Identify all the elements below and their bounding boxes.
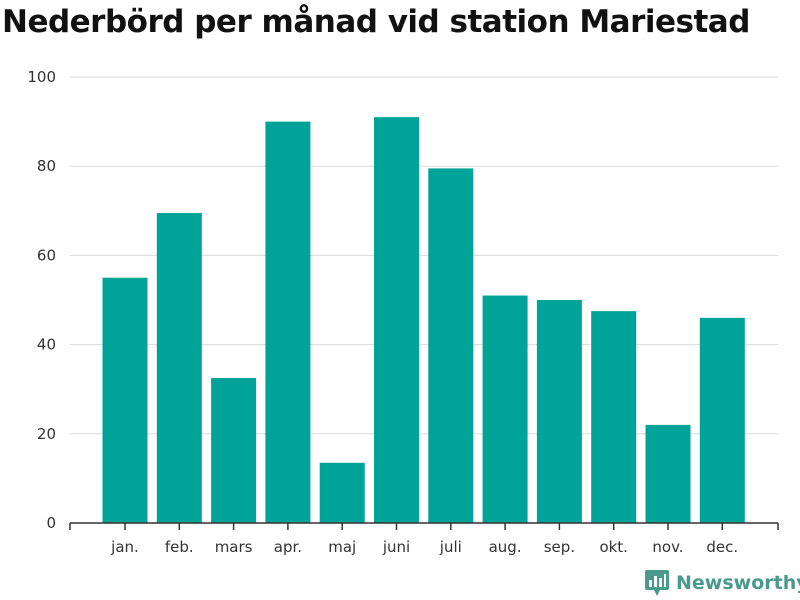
bar bbox=[699, 317, 745, 523]
newsworthy-logo: Newsworthy bbox=[644, 568, 800, 598]
x-axis-tick-labels: jan. feb. mars apr. maj juni juli aug. sep. okt. n… bbox=[110, 538, 738, 556]
bar bbox=[591, 311, 637, 523]
y-tick-label: 80 bbox=[37, 157, 56, 175]
x-tick-label: maj bbox=[328, 538, 356, 556]
newsworthy-logo-text: Newsworthy bbox=[676, 572, 800, 594]
chart-title: Nederbörd per månad vid station Mariesta… bbox=[2, 4, 750, 40]
bar bbox=[374, 117, 419, 523]
x-tick-label: nov. bbox=[652, 538, 683, 556]
bar bbox=[319, 462, 365, 523]
newsworthy-logo-icon bbox=[645, 570, 669, 596]
bar bbox=[482, 295, 528, 523]
x-tick-label: feb. bbox=[165, 538, 194, 556]
x-tick-label: dec. bbox=[706, 538, 738, 556]
x-tick-label: mars bbox=[215, 538, 253, 556]
bar bbox=[428, 168, 474, 523]
x-tick-label: juli bbox=[439, 538, 462, 556]
bar bbox=[645, 424, 691, 523]
bar bbox=[102, 277, 148, 523]
y-tick-label: 60 bbox=[37, 246, 56, 264]
y-tick-label: 0 bbox=[46, 514, 56, 532]
y-tick-label: 100 bbox=[27, 68, 56, 86]
y-axis-tick-labels: 0 20 40 60 80 100 bbox=[27, 68, 56, 532]
y-tick-label: 20 bbox=[37, 425, 56, 443]
x-tick-label: okt. bbox=[599, 538, 628, 556]
bar bbox=[265, 121, 311, 523]
x-tick-label: apr. bbox=[274, 538, 302, 556]
x-tick-label: juni bbox=[382, 538, 410, 556]
x-tick-label: aug. bbox=[489, 538, 522, 556]
bar bbox=[536, 300, 582, 523]
x-tick-label: sep. bbox=[544, 538, 575, 556]
bar bbox=[156, 213, 202, 523]
bar bbox=[211, 378, 257, 523]
x-tick-label: jan. bbox=[110, 538, 139, 556]
y-tick-label: 40 bbox=[37, 336, 56, 354]
x-axis bbox=[69, 522, 779, 530]
bars bbox=[102, 117, 745, 523]
